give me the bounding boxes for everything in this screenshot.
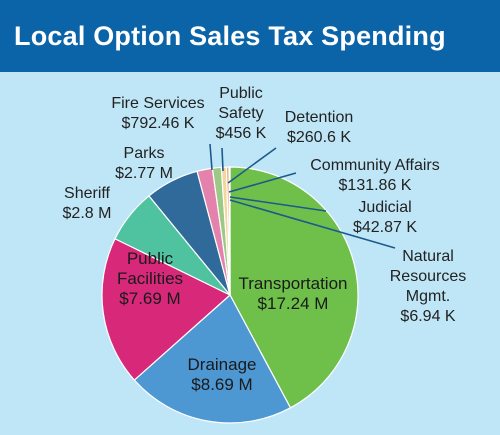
label-natural-resources-line3: Mgmt. — [406, 288, 450, 305]
chart-title: Local Option Sales Tax Spending — [14, 20, 446, 51]
pie-slice-drainage — [133, 294, 292, 424]
leader-lines — [209, 143, 396, 249]
label-natural-resources-value: $6.94 K — [400, 308, 455, 325]
label-public-safety-value: $456 K — [216, 125, 267, 142]
label-judicial-value: $42.87 K — [353, 219, 417, 236]
leader-line-public-safety — [221, 147, 224, 172]
leader-line-judicial — [229, 196, 327, 212]
leader-line-detention — [227, 147, 277, 184]
label-transportation-name: Transportation — [239, 274, 348, 293]
label-public-safety-line1: Public — [219, 85, 263, 102]
label-sheriff-value: $2.8 M — [63, 205, 112, 222]
title-bar: Local Option Sales Tax Spending — [0, 0, 500, 72]
label-drainage-value: $8.69 M — [191, 375, 252, 394]
label-parks-value: $2.77 M — [115, 165, 173, 182]
label-transportation-value: $17.24 M — [258, 294, 329, 313]
label-community-affairs-value: $131.86 K — [339, 177, 412, 194]
label-detention-name: Detention — [285, 109, 354, 126]
label-public-facilities-line2: Facilities — [117, 269, 183, 288]
leader-line-community-affairs — [228, 172, 297, 193]
label-fire-services-value: $792.46 K — [122, 115, 195, 132]
label-natural-resources-line2: Resources — [390, 268, 466, 285]
label-judicial-name: Judicial — [358, 199, 411, 216]
pie-slice-public-facilities — [101, 237, 232, 381]
label-public-facilities-line1: Public — [127, 249, 174, 268]
pie-slices — [101, 166, 359, 424]
label-fire-services-name: Fire Services — [111, 95, 204, 112]
label-sheriff-name: Sheriff — [64, 185, 111, 202]
leader-line-natural-resources — [229, 199, 396, 249]
label-public-safety-line2: Safety — [218, 105, 263, 122]
label-parks-name: Parks — [124, 145, 165, 162]
label-natural-resources-line1: Natural — [402, 248, 454, 265]
label-public-facilities-value: $7.69 M — [119, 289, 180, 308]
label-community-affairs-name: Community Affairs — [310, 157, 440, 174]
label-drainage-name: Drainage — [188, 355, 257, 374]
leader-line-fire-services — [209, 143, 213, 171]
label-detention-value: $260.6 K — [287, 129, 351, 146]
